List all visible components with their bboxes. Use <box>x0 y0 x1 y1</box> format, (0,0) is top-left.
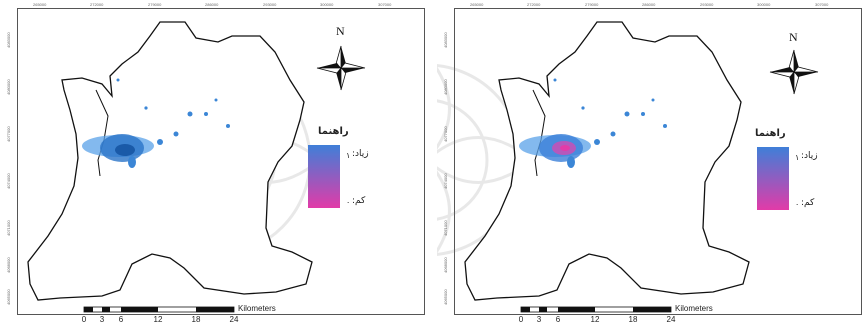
top-tick-label: 286000 <box>205 2 219 7</box>
scale-bar <box>520 306 672 313</box>
top-tick-label: 265000 <box>33 2 47 7</box>
legend-title: راهنما <box>755 128 786 139</box>
north-arrow-icon <box>769 49 819 95</box>
scale-label: 0 <box>518 315 524 324</box>
legend-high-label: زیاد: <box>352 149 369 159</box>
scale-label: 18 <box>628 315 638 324</box>
region-boundary <box>27 21 313 301</box>
scale-bar <box>83 306 235 313</box>
top-tick-label: 265000 <box>470 2 484 7</box>
scale-label: 6 <box>118 315 124 324</box>
map-drawing <box>437 21 819 313</box>
scale-label: 3 <box>99 315 105 324</box>
scale-label: 3 <box>536 315 542 324</box>
scale-label: 24 <box>666 315 676 324</box>
top-tick-label: 279000 <box>585 2 599 7</box>
urban-cluster <box>519 78 667 168</box>
top-tick-label: 286000 <box>642 2 656 7</box>
legend-low-value: ۰ <box>795 200 800 209</box>
map-drawing <box>27 21 366 313</box>
top-tick-label: 300000 <box>320 2 334 7</box>
map-panel-right: 265000 272000 279000 286000 293000 30000… <box>437 0 867 329</box>
scale-label: 0 <box>81 315 87 324</box>
north-label: N <box>336 24 345 38</box>
scale-label: 24 <box>229 315 239 324</box>
top-tick-label: 307000 <box>815 2 829 7</box>
north-arrow-icon <box>316 45 366 91</box>
region-boundary <box>464 21 750 301</box>
scale-label: 18 <box>191 315 201 324</box>
legend-high-value: ۱ <box>346 151 351 160</box>
legend-low-value: ۰ <box>346 198 351 207</box>
top-tick-label: 272000 <box>527 2 541 7</box>
scale-label: 12 <box>590 315 600 324</box>
legend-high-value: ۱ <box>795 153 800 162</box>
top-tick-label: 293000 <box>700 2 714 7</box>
legend-gradient-bar <box>308 145 340 208</box>
legend-low-label: کم: <box>352 196 366 206</box>
scale-unit: Kilometers <box>675 304 713 313</box>
scale-label: 6 <box>555 315 561 324</box>
north-label: N <box>789 30 798 44</box>
top-tick-label: 307000 <box>378 2 392 7</box>
top-tick-label: 279000 <box>148 2 162 7</box>
top-tick-label: 300000 <box>757 2 771 7</box>
map-panel-left: 265000 272000 279000 286000 293000 30000… <box>0 0 431 329</box>
urban-cluster <box>82 78 230 168</box>
top-tick-label: 293000 <box>263 2 277 7</box>
top-tick-label: 272000 <box>90 2 104 7</box>
legend-low-label: کم: <box>801 198 815 208</box>
legend-high-label: زیاد: <box>801 151 818 161</box>
legend-title: راهنما <box>318 126 349 137</box>
scale-label: 12 <box>153 315 163 324</box>
scale-unit: Kilometers <box>238 304 276 313</box>
legend-gradient-bar <box>757 147 789 210</box>
